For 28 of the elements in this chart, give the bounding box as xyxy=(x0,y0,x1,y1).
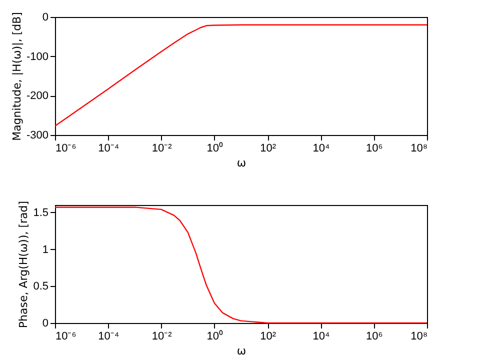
x-axis-title: ω xyxy=(236,156,246,170)
y-tick-label: -300 xyxy=(26,130,48,142)
x-tick-label: 10⁸ xyxy=(410,142,428,154)
y-tick-label: 0 xyxy=(42,12,48,24)
x-tick-label: 10⁻² xyxy=(152,142,172,154)
x-tick-label: 10⁸ xyxy=(410,330,428,342)
y-axis-title: Phase, Arg(H(ω)), [rad] xyxy=(17,200,30,328)
x-tick-label: 10⁶ xyxy=(366,330,383,342)
y-tick-label: 1 xyxy=(42,244,48,256)
y-tick-label: 0 xyxy=(42,318,48,330)
x-tick-label: 10⁻⁴ xyxy=(98,142,120,154)
x-axis-title: ω xyxy=(236,344,246,358)
y-tick-label: 1.5 xyxy=(33,206,48,219)
y-tick-label: 0.5 xyxy=(33,280,48,293)
y-axis-title: Magnitude, |H(ω)|, [dB] xyxy=(10,12,24,141)
y-tick-label: -200 xyxy=(26,90,48,102)
y-tick-label: -100 xyxy=(26,50,48,63)
x-tick-label: 10² xyxy=(260,330,276,342)
x-tick-label: 10⁴ xyxy=(312,142,330,154)
x-tick-label: 10⁻⁴ xyxy=(98,330,120,342)
x-tick-label: 10⁰ xyxy=(206,142,224,154)
x-tick-label: 10² xyxy=(260,142,276,154)
x-tick-label: 10⁻² xyxy=(152,330,172,342)
x-tick-label: 10⁰ xyxy=(206,330,224,342)
x-tick-label: 10⁶ xyxy=(366,142,383,154)
x-tick-label: 10⁻⁶ xyxy=(56,330,76,342)
x-tick-label: 10⁻⁶ xyxy=(56,142,76,154)
x-tick-label: 10⁴ xyxy=(312,330,330,342)
